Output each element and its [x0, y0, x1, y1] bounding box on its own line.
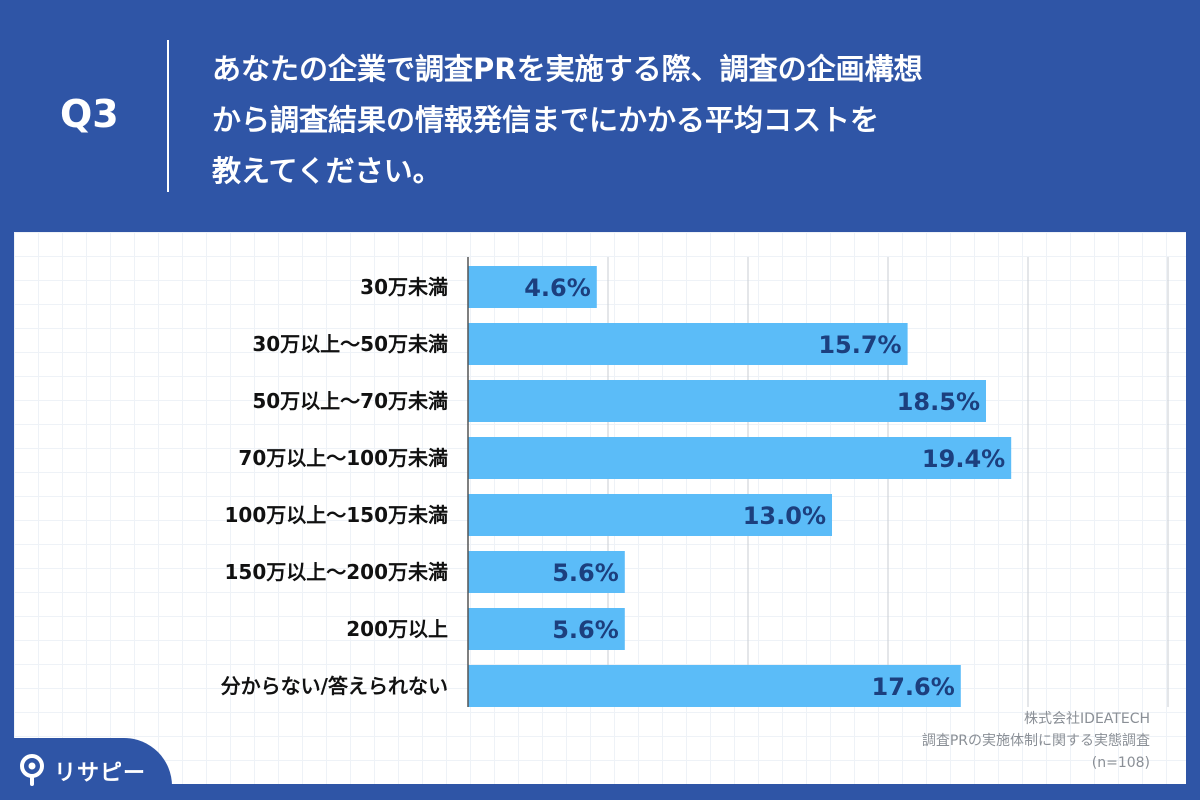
category-label: 分からない/答えられない — [221, 674, 448, 698]
pin-logo-icon — [20, 754, 44, 786]
question-text: あなたの企業で調査PRを実施する際、調査の企画構想 から調査結果の情報発信までに… — [212, 52, 923, 188]
category-label: 30万未満 — [360, 275, 448, 299]
value-label: 13.0% — [743, 502, 826, 530]
source-sample: (n=108) — [1091, 755, 1150, 771]
header-divider — [167, 40, 169, 192]
value-label: 18.5% — [897, 388, 980, 416]
bar — [468, 380, 986, 422]
logo-text: リサピー — [54, 761, 147, 786]
category-label: 100万以上～150万未満 — [225, 503, 449, 527]
value-label: 19.4% — [922, 445, 1005, 473]
bar — [468, 665, 961, 707]
value-label: 17.6% — [872, 673, 955, 701]
bar — [468, 494, 832, 536]
bar — [468, 551, 625, 593]
category-label: 50万以上～70万未満 — [252, 389, 448, 413]
bar — [468, 323, 908, 365]
bar-chart: 30万未満 4.6% 30万以上～50万未満 15.7% 50万以上～70万未満 18.5… — [221, 257, 1169, 707]
category-label: 200万以上 — [346, 617, 448, 641]
question-number: Q3 — [60, 92, 119, 136]
category-label: 30万以上～50万未満 — [252, 332, 448, 356]
source-survey: 調査PRの実施体制に関する実態調査 — [921, 733, 1150, 749]
value-label: 5.6% — [552, 616, 619, 644]
bar — [468, 437, 1012, 479]
value-label: 5.6% — [552, 559, 619, 587]
category-label: 150万以上～200万未満 — [225, 560, 449, 584]
bar — [468, 608, 625, 650]
source-company: 株式会社IDEATECH — [1024, 711, 1150, 727]
chart-card: 30万未満 4.6% 30万以上～50万未満 15.7% 50万以上～70万未満 18.5… — [14, 232, 1186, 784]
source-note: 株式会社IDEATECH 調査PRの実施体制に関する実態調査 (n=108) — [922, 708, 1150, 774]
category-label: 70万以上～100万未満 — [238, 446, 448, 470]
bar — [468, 266, 597, 308]
header: Q3 あなたの企業で調査PRを実施する際、調査の企画構想 から調査結果の情報発信… — [0, 0, 1200, 232]
brand-logo: リサピー — [18, 754, 146, 788]
value-label: 15.7% — [818, 331, 901, 359]
value-label: 4.6% — [524, 274, 591, 302]
logo-tab — [0, 738, 172, 800]
